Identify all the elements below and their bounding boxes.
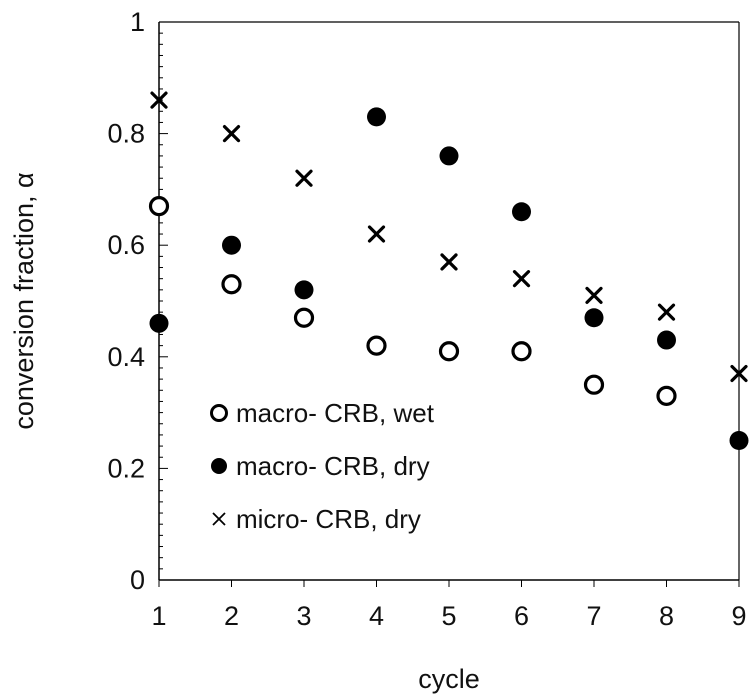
x-tick-label: 2 (224, 601, 239, 631)
data-point-filled-circle (294, 280, 314, 300)
data-point-cross (730, 364, 748, 383)
y-tick-label: 0.2 (107, 453, 145, 483)
x-tick-label: 5 (441, 601, 456, 631)
legend-entry: micro- CRB, dry (212, 504, 421, 534)
data-point-filled-circle (584, 308, 604, 328)
data-point-filled-circle (512, 202, 531, 222)
data-point-open-circle (438, 341, 460, 362)
legend-marker-filled-circle (211, 458, 227, 474)
y-tick-label: 1 (130, 7, 145, 37)
data-point-open-circle (656, 385, 677, 406)
x-tick-label: 1 (151, 601, 166, 631)
data-point-filled-circle (367, 107, 386, 127)
data-point-cross (367, 225, 386, 243)
x-tick-label: 9 (731, 601, 746, 631)
x-tick-label: 6 (514, 601, 529, 631)
data-point-cross (585, 286, 603, 305)
data-point-cross (440, 253, 458, 271)
x-tick-label: 3 (296, 601, 311, 631)
legend-marker-cross (212, 512, 226, 526)
data-point-filled-circle (149, 313, 169, 333)
y-tick-label: 0.8 (107, 119, 145, 149)
legend-label: macro- CRB, dry (236, 451, 430, 481)
data-point-filled-circle (222, 235, 241, 255)
data-point-open-circle (221, 274, 242, 295)
legend-label: macro- CRB, wet (236, 398, 435, 428)
x-tick-label: 7 (586, 601, 601, 631)
x-tick-label: 4 (369, 601, 384, 631)
data-point-cross (512, 270, 531, 288)
axes (158, 21, 740, 581)
data-point-open-circle (148, 196, 170, 217)
data-point-filled-circle (729, 431, 749, 450)
data-point-cross (295, 169, 313, 187)
ticks: 0 0.2 0.4 0.6 0.8 1 1 2 3 4 5 6 7 8 9 (107, 7, 746, 631)
data-points (148, 91, 749, 450)
data-point-filled-circle (439, 146, 459, 166)
y-tick-label: 0.4 (107, 342, 145, 372)
data-point-cross (657, 303, 676, 321)
legend-entry: macro- CRB, wet (210, 398, 435, 428)
legend-label: micro- CRB, dry (236, 504, 421, 534)
legend-marker-open-circle (210, 404, 228, 422)
x-tick-label: 8 (659, 601, 674, 631)
data-point-open-circle (293, 307, 315, 328)
y-axis-title: conversion fraction, α (9, 172, 39, 429)
data-point-open-circle (366, 335, 387, 356)
data-point-filled-circle (657, 330, 676, 350)
legend: macro- CRB, wet macro- CRB, dry micro- CRB… (210, 398, 435, 534)
legend-entry: macro- CRB, dry (211, 451, 430, 481)
data-point-cross (150, 91, 168, 109)
data-point-open-circle (511, 341, 532, 362)
data-point-cross (222, 124, 241, 143)
y-tick-label: 0 (130, 565, 145, 595)
x-axis-title: cycle (418, 664, 480, 694)
y-tick-label: 0.6 (107, 230, 145, 260)
data-point-open-circle (583, 374, 605, 395)
